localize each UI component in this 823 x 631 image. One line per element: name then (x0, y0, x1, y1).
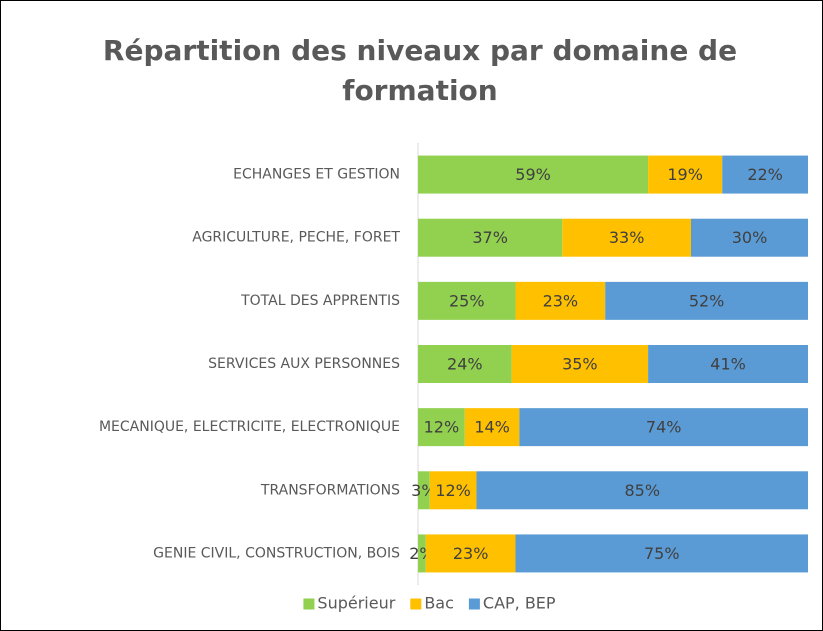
bar-segment (515, 281, 606, 320)
y-tick-label: ECHANGES ET GESTION (233, 167, 400, 183)
data-label: 24% (447, 355, 483, 374)
bar-segment (418, 345, 512, 383)
data-label: 12% (435, 481, 471, 500)
bar-segment (515, 534, 808, 573)
data-label: 59% (515, 165, 551, 184)
data-label: 19% (667, 165, 703, 184)
data-label: 25% (449, 291, 485, 310)
y-tick-label: AGRICULTURE, PECHE, FORET (192, 230, 400, 246)
bar-segment (648, 345, 808, 383)
data-label: 35% (562, 355, 598, 374)
data-label: 52% (689, 291, 725, 310)
data-label: 41% (710, 355, 746, 374)
bar-segment (418, 408, 465, 447)
bar-segment (511, 345, 649, 383)
data-label: 85% (624, 481, 660, 500)
data-label: 23% (543, 291, 579, 310)
chart-title: formation (342, 74, 497, 107)
bar-segment (418, 218, 563, 257)
bar-segment (562, 218, 691, 257)
bar-segment (418, 281, 516, 320)
legend-swatch (303, 598, 315, 610)
data-label: 12% (424, 418, 460, 437)
chart-title: Répartition des niveaux par domaine de (103, 34, 737, 67)
bar-segment (425, 534, 516, 573)
bar-segment (418, 155, 649, 194)
bar-segment (648, 155, 723, 194)
data-label: 30% (732, 228, 768, 247)
data-label: 37% (472, 228, 508, 247)
legend-swatch (468, 598, 480, 610)
legend-label: Bac (424, 594, 454, 613)
bar-segment (722, 155, 808, 194)
y-tick-label: TOTAL DES APPRENTIS (240, 293, 400, 309)
y-tick-label: SERVICES AUX PERSONNES (208, 356, 400, 372)
legend-label: CAP, BEP (483, 594, 556, 613)
y-tick-label: MECANIQUE, ELECTRICITE, ELECTRONIQUE (99, 419, 400, 435)
data-label: 23% (453, 544, 489, 563)
data-label: 33% (609, 228, 645, 247)
bar-segment (464, 408, 520, 447)
data-label: 74% (646, 418, 682, 437)
y-tick-label: GENIE CIVIL, CONSTRUCTION, BOIS (153, 545, 400, 561)
data-label: 22% (747, 165, 783, 184)
data-label: 75% (644, 544, 680, 563)
bar-segment (519, 408, 808, 447)
bar-segment (476, 471, 808, 510)
data-label: 14% (474, 418, 510, 437)
y-tick-label: TRANSFORMATIONS (260, 482, 400, 498)
bar-segment (605, 281, 808, 320)
legend-label: Supérieur (317, 594, 395, 613)
bar-segment (418, 534, 426, 573)
legend-swatch (410, 598, 422, 610)
bar-segment (429, 471, 477, 510)
bar-segment (418, 471, 430, 510)
bar-segment (691, 218, 808, 257)
